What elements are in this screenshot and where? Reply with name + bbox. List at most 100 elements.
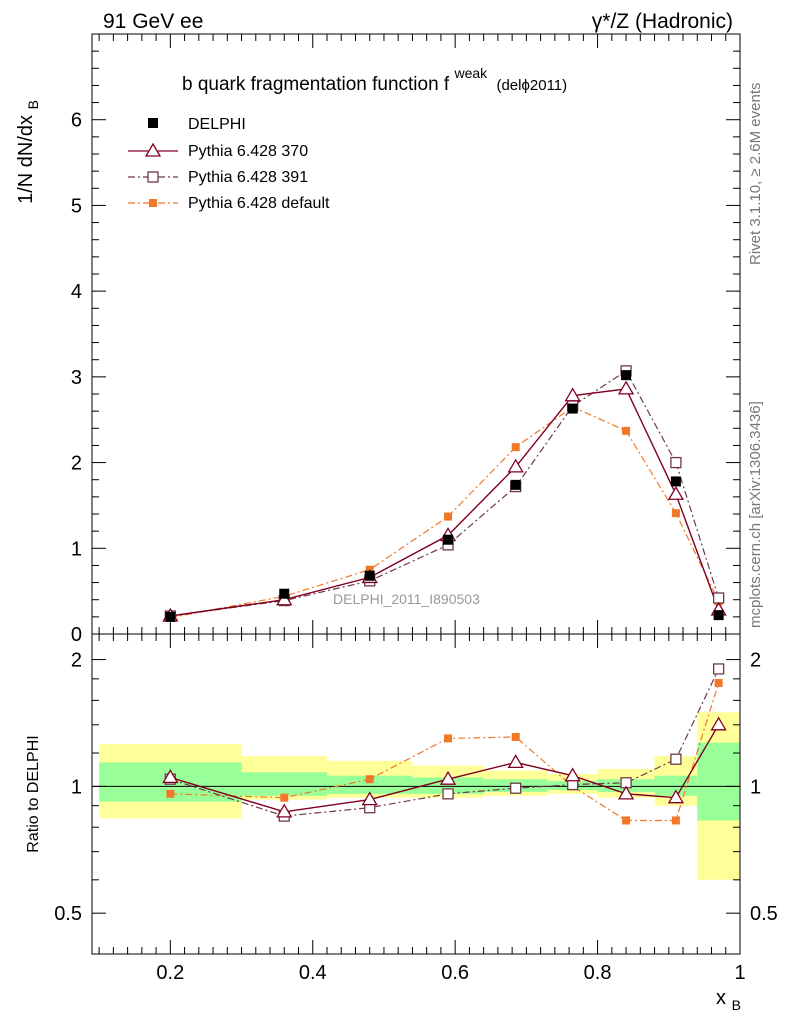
ratio-ytick-label-right: 1 (750, 776, 761, 798)
main-delphi-point (279, 588, 290, 599)
ratio-pythia-6-428-default-point (280, 793, 289, 802)
ratio-pythia-6-428-370-point (617, 785, 635, 800)
main-delphi-point (364, 570, 375, 581)
main-delphi-point (621, 370, 632, 381)
ratio-band-stat (412, 777, 484, 794)
main-ytick-label: 1 (71, 538, 82, 560)
ratio-band-stat (697, 742, 740, 821)
legend-entry-pythia-370: Pythia 6.428 370 (128, 142, 308, 160)
ratio-band-stat (326, 775, 413, 794)
legend-marker-pythia-default (149, 199, 157, 207)
main-pythia-6-428-370-point (507, 458, 524, 473)
legend-label-pythia-391: Pythia 6.428 391 (188, 169, 308, 186)
ratio-xtick-label: 1 (734, 962, 745, 984)
ratio-pythia-6-428-391-point (712, 663, 725, 675)
main-title: b quark fragmentation function f weak (d… (182, 62, 567, 95)
main-pythia-6-428-default-point (622, 426, 631, 435)
main-ytick-label: 4 (71, 281, 82, 303)
ratio-pythia-6-428-391-point (510, 782, 522, 794)
legend-entry-pythia-391: Pythia 6.428 391 (128, 169, 308, 186)
ratio-pythia-6-428-370-point (710, 716, 727, 731)
ratio-ylabel: Ratio to DELPHI (25, 735, 42, 852)
legend-label-pythia-370: Pythia 6.428 370 (188, 143, 308, 160)
main-pythia-6-428-default-point (444, 512, 453, 521)
main-title-sup: weak (454, 65, 489, 81)
ratio-pythia-6-428-default-point (671, 816, 680, 825)
main-delphi-point (713, 610, 724, 621)
main-ytick-label: 2 (71, 453, 82, 475)
ratio-pythia-6-428-370-point (361, 791, 378, 806)
ratio-pythia-6-428-default-point (365, 775, 374, 784)
main-ytick-label: 3 (71, 367, 82, 389)
ratio-pythia-6-428-default-point (444, 734, 453, 743)
ratio-pythia-6-428-391-point (442, 788, 454, 800)
ratio-pythia-6-428-370-point (276, 803, 293, 818)
analysis-watermark: DELPHI_2011_I890503 (333, 591, 480, 607)
header-left-label: 91 GeV ee (103, 10, 203, 33)
ratio-xlabel-sub: B (732, 997, 741, 1013)
main-pythia-6-428-391-point (712, 592, 725, 604)
ratio-pythia-6-428-370-point (507, 754, 524, 769)
header-right-label: γ*/Z (Hadronic) (592, 10, 733, 33)
main-line-pythia-6-428-default (170, 406, 720, 619)
ratio-xtick-label: 0.8 (584, 962, 612, 984)
main-ytick-label: 6 (71, 110, 82, 132)
main-line-pythia-6-428-391 (170, 370, 720, 617)
main-title-text: b quark fragmentation function f (182, 74, 450, 95)
ratio-xtick-label: 0.6 (441, 962, 469, 984)
main-delphi-point (443, 534, 454, 545)
ratio-xtick-label: 0.4 (299, 962, 327, 984)
ratio-ytick-label-right: 0.5 (750, 903, 778, 925)
main-pythia-6-428-default-point (671, 509, 680, 518)
ratio-line-pythia-6-428-391 (170, 668, 720, 817)
main-delphi-point (165, 611, 176, 622)
ratio-pythia-6-428-default-point (622, 816, 631, 825)
main-delphi-point (670, 476, 681, 487)
legend-label-pythia-default: Pythia 6.428 default (188, 195, 330, 212)
ratio-band-stat (241, 772, 327, 796)
ratio-pythia-6-428-370-point (162, 769, 179, 784)
main-pythia-6-428-370-point (617, 380, 635, 395)
mcplots-credit-text: mcplots.cern.ch [arXiv:1306.3436] (747, 401, 764, 628)
legend: DELPHI Pythia 6.428 370 Pythia 6.428 391… (128, 116, 330, 212)
ratio-ytick-label-right: 2 (750, 650, 761, 672)
ratio-pythia-6-428-370-point (439, 770, 457, 785)
legend-label-delphi: DELPHI (188, 116, 246, 133)
legend-marker-pythia-370 (144, 142, 162, 157)
main-pythia-6-428-391-point (670, 456, 682, 469)
main-ylabel-sub: B (25, 100, 41, 109)
main-delphi-point (567, 403, 578, 414)
main-title-sub: (delϕ2011) (496, 77, 567, 94)
ratio-pythia-6-428-370-point (564, 767, 581, 782)
main-ylabel: 1/N dN/dx B (15, 100, 41, 204)
main-panel: 0 1 2 3 4 5 6 b quark fragmentation function f… (15, 33, 741, 646)
ratio-pythia-6-428-370-point (667, 789, 685, 804)
ratio-xlabel-text: x (716, 987, 726, 1009)
main-ytick-label: 5 (71, 195, 82, 217)
ratio-xtick-label: 0.2 (156, 962, 184, 984)
ratio-ytick-label: 1 (71, 776, 82, 798)
ratio-pythia-6-428-391-point (670, 753, 682, 765)
legend-marker-delphi (148, 118, 158, 128)
ratio-ytick-label: 2 (71, 650, 82, 672)
ratio-pythia-6-428-default-point (714, 678, 723, 687)
ratio-xlabel: x B (716, 987, 741, 1013)
ratio-plot-frame (91, 633, 741, 955)
ratio-ytick-label: 0.5 (54, 903, 82, 925)
main-pythia-6-428-default-point (511, 443, 520, 452)
legend-entry-delphi: DELPHI (148, 116, 246, 133)
main-ylabel-text: 1/N dN/dx (15, 115, 37, 204)
ratio-line-pythia-6-428-default (170, 682, 720, 822)
main-delphi-point (510, 479, 521, 490)
ratio-pythia-6-428-default-point (166, 789, 175, 798)
rivet-version-text: Rivet 3.1.10, ≥ 2.6M events (747, 83, 764, 266)
legend-entry-pythia-default: Pythia 6.428 default (128, 195, 330, 212)
ratio-panel: 0.5 0.51 12 20.2 0.4 0.6 0.8 1 Ratio to DELPHI … (25, 633, 778, 1013)
main-line-pythia-6-428-370 (170, 388, 720, 617)
main-ytick-label: 0 (71, 624, 82, 646)
main-pythia-6-428-370-point (667, 485, 685, 500)
main-pythia-6-428-370-point (564, 387, 581, 402)
legend-marker-pythia-391 (147, 171, 159, 183)
ratio-pythia-6-428-default-point (511, 732, 520, 741)
